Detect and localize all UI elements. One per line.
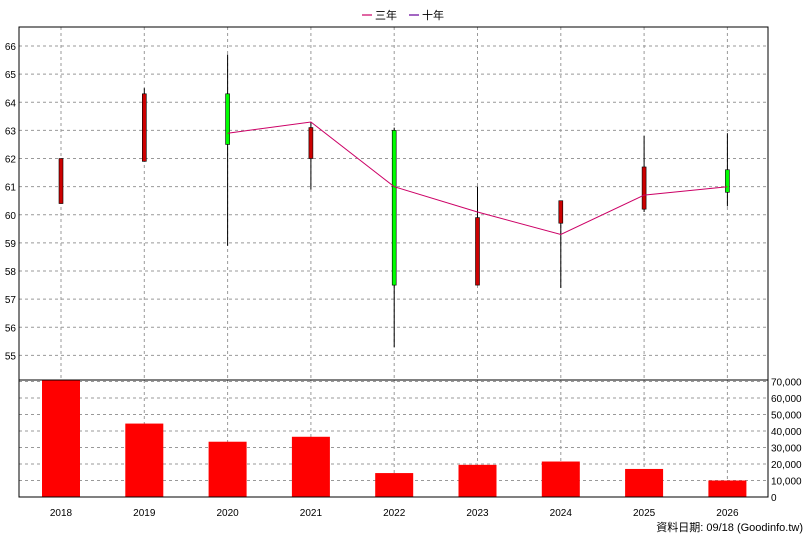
price-y-tick-label: 55 bbox=[5, 351, 17, 362]
price-y-tick-label: 64 bbox=[5, 98, 17, 109]
price-y-tick-label: 61 bbox=[5, 183, 17, 194]
price-y-tick-label: 62 bbox=[5, 155, 17, 166]
candle-body-2020 bbox=[225, 93, 230, 145]
candle-body-2021 bbox=[308, 127, 314, 159]
price-y-tick-label: 65 bbox=[5, 70, 17, 81]
candle-body-2026 bbox=[725, 169, 730, 193]
volume-bar-2021 bbox=[291, 436, 330, 497]
volume-plot-frame bbox=[18, 379, 769, 498]
price-y-tick-label: 60 bbox=[5, 211, 17, 222]
volume-bar-2020 bbox=[208, 441, 247, 497]
volume-y-tick-label: 20,000 bbox=[771, 460, 802, 471]
volume-y-tick-label: 40,000 bbox=[771, 427, 802, 438]
volume-y-tick-label: 60,000 bbox=[771, 394, 802, 405]
volume-bar-2019 bbox=[125, 423, 164, 497]
three-year-polyline bbox=[227, 121, 728, 236]
x-tick-label-2020: 2020 bbox=[216, 508, 239, 519]
price-y-tick-label: 59 bbox=[5, 239, 17, 250]
volume-bar-2024 bbox=[541, 461, 580, 497]
price-y-axis: 55 56 57 58 59 60 61 62 63 64 65 66 bbox=[5, 42, 17, 362]
x-tick-label-2024: 2024 bbox=[550, 508, 573, 519]
price-y-tick-label: 66 bbox=[5, 42, 17, 53]
volume-bar-2025 bbox=[625, 468, 664, 497]
legend: 三年 十年 bbox=[362, 8, 444, 22]
volume-bar-2023 bbox=[458, 464, 497, 497]
volume-bars bbox=[42, 380, 747, 497]
x-tick-label-2021: 2021 bbox=[300, 508, 323, 519]
candle-body-2018 bbox=[58, 158, 64, 204]
volume-y-tick-label: 0 bbox=[771, 493, 777, 504]
x-tick-label-2019: 2019 bbox=[133, 508, 156, 519]
x-tick-label-2018: 2018 bbox=[50, 508, 73, 519]
volume-bar-2022 bbox=[375, 473, 414, 497]
volume-bar-2018 bbox=[42, 380, 80, 497]
x-tick-label-2023: 2023 bbox=[466, 508, 489, 519]
candle-body-2019 bbox=[142, 93, 147, 162]
candle-body-2023 bbox=[475, 217, 480, 286]
price-y-tick-label: 58 bbox=[5, 267, 17, 278]
price-y-tick-label: 57 bbox=[5, 295, 17, 306]
volume-bar-2026 bbox=[708, 480, 747, 497]
volume-y-tick-label: 10,000 bbox=[771, 477, 802, 488]
three-year-line bbox=[227, 121, 728, 236]
x-axis: 2018 2019 2020 2021 2022 2023 2024 2025 2026 bbox=[50, 508, 739, 519]
volume-y-tick-label: 30,000 bbox=[771, 444, 802, 455]
candle-body-2024 bbox=[558, 200, 564, 224]
price-y-tick-label: 56 bbox=[5, 323, 17, 334]
x-tick-label-2025: 2025 bbox=[633, 508, 656, 519]
legend-label-three-year: 三年 bbox=[375, 8, 397, 22]
price-y-tick-label: 63 bbox=[5, 126, 17, 137]
candle-body-2022 bbox=[391, 130, 397, 286]
volume-y-tick-label: 50,000 bbox=[771, 411, 802, 422]
volume-y-axis: 0 10,000 20,000 30,000 40,000 50,000 60,000 70,… bbox=[771, 378, 802, 505]
volume-y-tick-label: 70,000 bbox=[771, 378, 802, 389]
x-tick-label-2022: 2022 bbox=[383, 508, 406, 519]
data-date-footer: 資料日期: 09/18 (Goodinfo.tw) bbox=[656, 520, 803, 534]
x-tick-label-2026: 2026 bbox=[716, 508, 739, 519]
price-candles bbox=[58, 54, 730, 347]
legend-label-ten-year: 十年 bbox=[422, 8, 444, 22]
candle-body-2025 bbox=[641, 166, 647, 210]
